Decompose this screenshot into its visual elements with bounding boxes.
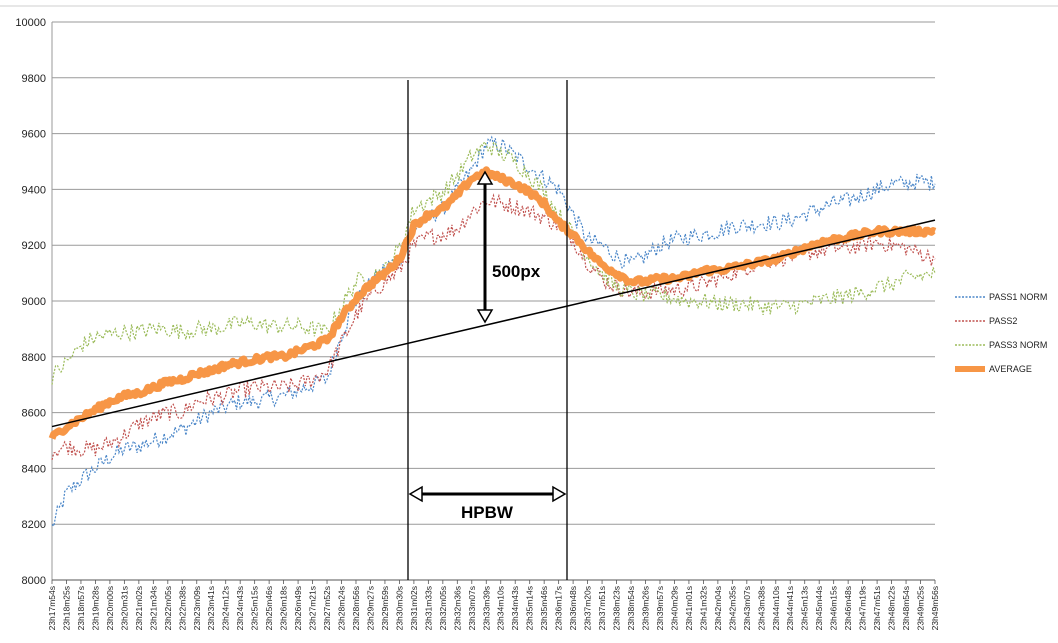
y-tick-label: 8800 <box>22 352 46 364</box>
series-lines <box>48 135 937 528</box>
legend-label: PASS2 <box>989 316 1017 326</box>
peak-arrow <box>476 170 494 324</box>
trend-line <box>51 219 936 428</box>
grid-lines <box>0 5 1058 581</box>
y-tick-label: 10000 <box>15 17 46 29</box>
x-tick-label: 23h21m34s <box>148 586 158 630</box>
x-tick-label: 23h42m04s <box>713 586 723 630</box>
x-tick-label: 23h18m25s <box>61 586 71 630</box>
x-tick-label: 23h21m02s <box>134 586 144 630</box>
x-tick-label: 23h20m00s <box>105 586 115 630</box>
y-tick-label: 9000 <box>22 296 46 308</box>
x-tick-label: 23h28m56s <box>351 586 361 630</box>
x-tick-label: 23h25m46s <box>264 586 274 630</box>
x-tick-label: 23h31m02s <box>409 586 419 630</box>
x-tick-label: 23h18m57s <box>76 586 86 630</box>
hpbw-arrow-head-left <box>408 485 423 503</box>
hpbw-arrow-head-right <box>552 485 567 503</box>
y-axis-tick-labels: 8000 8200 8400 8600 8800 9000 9200 9400 9600 9800… <box>15 17 46 587</box>
linear-trend-line <box>51 219 936 428</box>
x-tick-label: 23h26m49s <box>293 586 303 630</box>
x-tick-label: 23h31m33s <box>423 586 433 630</box>
x-tick-label: 23h23m09s <box>192 586 202 630</box>
x-tick-label: 23h23m41s <box>206 586 216 630</box>
x-tick-label: 23h47m51s <box>872 586 882 630</box>
x-axis-tick-labels: 23h17m54s 23h18m25s 23h18m57s 23h19m28s 23h2… <box>47 580 940 630</box>
x-tick-label: 23h40m29s <box>669 586 679 630</box>
legend: PASS1 NORM PASS2 PASS3 NORM AVERAGE <box>955 292 1047 374</box>
x-tick-label: 23h49m25s <box>916 586 926 630</box>
x-tick-label: 23h47m19s <box>858 586 868 630</box>
x-tick-label: 23h25m15s <box>250 586 260 630</box>
y-tick-label: 8400 <box>22 463 46 475</box>
series-line-average <box>48 166 937 440</box>
x-tick-label: 23h45m13s <box>800 586 810 630</box>
annotations: 500px HPBW <box>407 80 568 580</box>
x-tick-label: 23h38m23s <box>612 586 622 630</box>
x-tick-label: 23h36m17s <box>554 586 564 630</box>
x-tick-label: 23h35m14s <box>525 586 535 630</box>
x-tick-label: 23h37m51s <box>597 586 607 630</box>
legend-label: PASS3 NORM <box>989 340 1047 350</box>
x-tick-label: 23h46m48s <box>843 586 853 630</box>
x-tick-label: 23h42m35s <box>727 586 737 630</box>
x-tick-label: 23h32m36s <box>452 586 462 630</box>
x-tick-label: 23h41m01s <box>684 586 694 630</box>
x-tick-label: 23h43m07s <box>742 586 752 630</box>
x-tick-label: 23h49m56s <box>930 586 940 630</box>
x-tick-label: 23h29m59s <box>380 586 390 630</box>
x-tick-label: 23h44m10s <box>771 586 781 630</box>
x-tick-label: 23h44m41s <box>785 586 795 630</box>
x-tick-label: 23h35m46s <box>539 586 549 630</box>
x-tick-label: 23h26m18s <box>279 586 289 630</box>
peak-arrow-head-bottom <box>476 309 494 324</box>
peak-height-label: 500px <box>492 262 541 281</box>
y-tick-label: 8000 <box>22 575 46 587</box>
x-tick-label: 23h17m54s <box>47 586 57 630</box>
series-line-pass2 <box>51 193 936 461</box>
legend-label: AVERAGE <box>989 364 1032 374</box>
series-line-pass3-norm <box>51 140 936 385</box>
legend-label: PASS1 NORM <box>989 292 1047 302</box>
x-tick-label: 23h34m10s <box>496 586 506 630</box>
y-tick-label: 9400 <box>22 184 46 196</box>
x-tick-label: 23h22m38s <box>177 586 187 630</box>
x-tick-label: 23h48m54s <box>901 586 911 630</box>
y-tick-label: 9800 <box>22 73 46 85</box>
x-tick-label: 23h27m21s <box>308 586 318 630</box>
x-tick-label: 23h43m38s <box>756 586 766 630</box>
y-tick-label: 8200 <box>22 519 46 531</box>
x-tick-label: 23h46m15s <box>829 586 839 630</box>
x-tick-label: 23h20m31s <box>119 586 129 630</box>
hpbw-label: HPBW <box>461 503 514 522</box>
x-tick-label: 23h45m44s <box>814 586 824 630</box>
x-tick-label: 23h30m30s <box>394 586 404 630</box>
x-tick-label: 23h27m52s <box>322 586 332 630</box>
x-tick-label: 23h24m12s <box>221 586 231 630</box>
x-tick-label: 23h39m26s <box>640 586 650 630</box>
x-tick-label: 23h33m39s <box>481 586 491 630</box>
x-tick-label: 23h28m24s <box>337 586 347 630</box>
x-tick-label: 23h32m05s <box>438 586 448 630</box>
x-tick-label: 23h29m27s <box>365 586 375 630</box>
y-tick-label: 9200 <box>22 240 46 252</box>
x-tick-label: 23h19m28s <box>90 586 100 630</box>
x-tick-label: 23h22m05s <box>163 586 173 630</box>
x-tick-label: 23h34m43s <box>510 586 520 630</box>
x-tick-label: 23h36m48s <box>568 586 578 630</box>
y-tick-label: 9600 <box>22 129 46 141</box>
x-tick-label: 23h37m20s <box>583 586 593 630</box>
peak-arrow-head-top <box>476 170 494 185</box>
x-tick-label: 23h38m54s <box>626 586 636 630</box>
x-tick-label: 23h33m07s <box>467 586 477 630</box>
x-tick-label: 23h24m43s <box>235 586 245 630</box>
x-tick-label: 23h41m32s <box>698 586 708 630</box>
x-tick-label: 23h48m22s <box>887 586 897 630</box>
y-tick-label: 8600 <box>22 408 46 420</box>
hpbw-arrow <box>408 485 567 503</box>
x-tick-label: 23h39m57s <box>655 586 665 630</box>
